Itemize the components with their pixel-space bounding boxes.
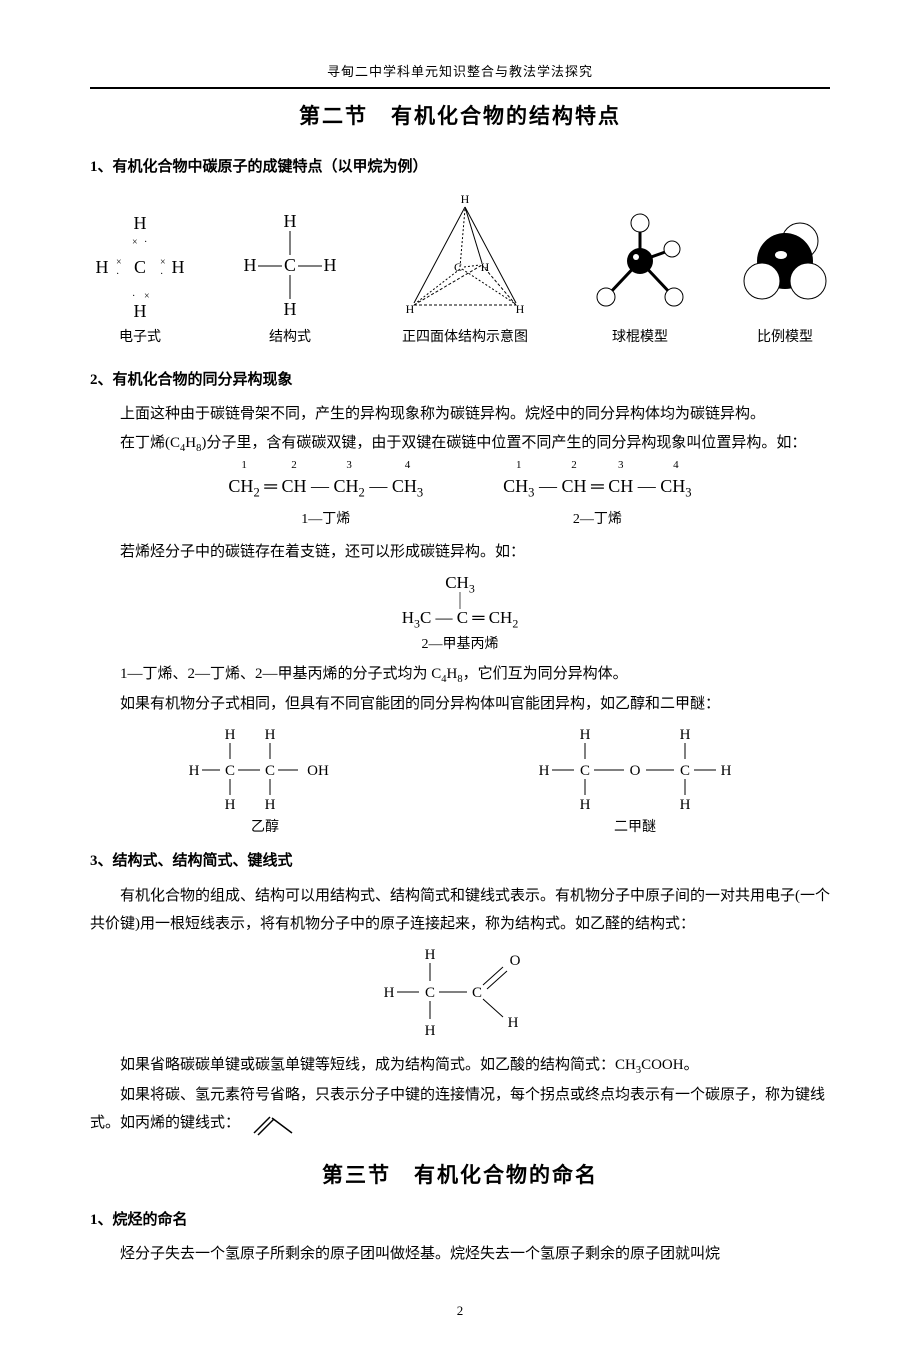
svg-text:O: O bbox=[630, 763, 641, 779]
structural-caption: 结构式 bbox=[240, 325, 340, 352]
section-3-title: 第三节 有机化合物的命名 bbox=[90, 1156, 830, 1196]
svg-text:H: H bbox=[406, 302, 415, 316]
svg-text:H: H bbox=[265, 797, 276, 813]
svg-text:C: C bbox=[134, 257, 146, 277]
page-header: 寻甸二中学科单元知识整合与教法学法探究 bbox=[90, 60, 830, 89]
svg-text:H: H bbox=[96, 257, 109, 277]
svg-text:H: H bbox=[265, 727, 276, 743]
structural-formula: H C H H H 结构式 bbox=[240, 211, 340, 352]
svg-text:C: C bbox=[680, 763, 690, 779]
svg-text:×: × bbox=[132, 237, 138, 248]
svg-text:H: H bbox=[461, 192, 470, 206]
svg-text:·: · bbox=[160, 269, 163, 280]
svg-text:·: · bbox=[132, 291, 135, 302]
svg-text:H: H bbox=[225, 727, 236, 743]
svg-text:H: H bbox=[539, 763, 550, 779]
svg-text:C: C bbox=[265, 763, 275, 779]
svg-text:C: C bbox=[580, 763, 590, 779]
tetra-caption: 正四面体结构示意图 bbox=[390, 325, 540, 352]
ethanol-structure: H H H C C OH H H bbox=[180, 725, 350, 815]
para-chain-isomerism: 上面这种由于碳链骨架不同，产生的异构现象称为碳链异构。烷烃中的同分异构体均为碳链… bbox=[90, 400, 830, 429]
svg-text:H: H bbox=[284, 211, 297, 231]
svg-text:×: × bbox=[160, 257, 166, 268]
svg-text:×: × bbox=[116, 257, 122, 268]
svg-text:H: H bbox=[425, 947, 436, 963]
dme-caption: 二甲醚 bbox=[530, 815, 740, 842]
svg-text:C: C bbox=[225, 763, 235, 779]
butene-isomers: 1CH2 ═ 2CH — 3CH2 — 4CH3 1—丁烯 1CH3 — 2CH… bbox=[90, 469, 830, 534]
heading-alkane-naming: 1、烷烃的命名 bbox=[90, 1206, 830, 1235]
ethanol-dme-row: H H H C C OH H H 乙醇 H H H C O C H bbox=[90, 725, 830, 842]
space-caption: 比例模型 bbox=[740, 325, 830, 352]
svg-text:H: H bbox=[189, 763, 200, 779]
heading-formula-types: 3、结构式、结构简式、键线式 bbox=[90, 847, 830, 876]
ethanol-caption: 乙醇 bbox=[180, 815, 350, 842]
svg-text:H: H bbox=[516, 302, 525, 316]
electron-caption: 电子式 bbox=[90, 325, 190, 352]
svg-text:C: C bbox=[472, 985, 482, 1001]
para-condensed-formula: 如果省略碳碳单键或碳氢单键等短线，成为结构简式。如乙酸的结构简式：CH3COOH… bbox=[90, 1051, 830, 1081]
svg-text:H: H bbox=[580, 727, 591, 743]
ball-stick-model: 球棍模型 bbox=[590, 211, 690, 352]
svg-text:H: H bbox=[680, 797, 691, 813]
svg-text:H: H bbox=[508, 1015, 519, 1031]
para-position-isomerism: 在丁烯(C4H8)分子里，含有碳碳双键，由于双键在碳链中位置不同产生的同分异构现… bbox=[90, 429, 830, 459]
para-branch-isomer: 若烯烃分子中的碳链存在着支链，还可以形成碳链异构。如： bbox=[90, 538, 830, 567]
propene-skeletal bbox=[250, 1111, 296, 1137]
svg-text:H: H bbox=[680, 727, 691, 743]
space-filling-model: 比例模型 bbox=[740, 211, 830, 352]
svg-text:H: H bbox=[244, 255, 257, 275]
tetrahedron-diagram: H H H H C 正四面体结构示意图 bbox=[390, 191, 540, 352]
page-number: 2 bbox=[90, 1299, 830, 1324]
svg-text:C: C bbox=[284, 255, 296, 275]
ball-caption: 球棍模型 bbox=[590, 325, 690, 352]
dme-structure: H H H C O C H H H bbox=[530, 725, 740, 815]
acetaldehyde-structure: H H C C O H H bbox=[90, 945, 830, 1045]
methylpropene-structure: CH3 ｜ H3C — C ═ CH2 2—甲基丙烯 bbox=[90, 572, 830, 654]
svg-text:H: H bbox=[134, 301, 147, 321]
butene2-caption: 2—丁烯 bbox=[503, 507, 691, 534]
svg-text:×: × bbox=[144, 291, 150, 302]
para-c4h8: 1—丁烯、2—丁烯、2—甲基丙烯的分子式均为 C4H8，它们互为同分异构体。 bbox=[90, 660, 830, 690]
svg-text:H: H bbox=[134, 213, 147, 233]
svg-text:H: H bbox=[721, 763, 732, 779]
svg-text:H: H bbox=[384, 985, 395, 1001]
para-skeletal-formula: 如果将碳、氢元素符号省略，只表示分子中键的连接情况，每个拐点或终点均表示有一个碳… bbox=[90, 1081, 830, 1138]
svg-text:·: · bbox=[144, 237, 147, 248]
svg-text:H: H bbox=[284, 299, 297, 319]
svg-text:·: · bbox=[116, 269, 119, 280]
section-2-title: 第二节 有机化合物的结构特点 bbox=[90, 97, 830, 137]
svg-text:H: H bbox=[580, 797, 591, 813]
methane-diagrams-row: H C H H H ×· ·× ×· ×· 电子式 H C H H H 结构式 bbox=[90, 191, 830, 352]
heading-bonding: 1、有机化合物中碳原子的成键特点（以甲烷为例） bbox=[90, 153, 830, 182]
para-functional-isomer: 如果有机物分子式相同，但具有不同官能团的同分异构体叫官能团异构，如乙醇和二甲醚： bbox=[90, 690, 830, 719]
svg-text:OH: OH bbox=[307, 763, 329, 779]
svg-text:H: H bbox=[225, 797, 236, 813]
para-alkyl-group: 烃分子失去一个氢原子所剩余的原子团叫做烃基。烷烃失去一个氢原子剩余的原子团就叫烷 bbox=[90, 1240, 830, 1269]
electron-formula: H C H H H ×· ·× ×· ×· 电子式 bbox=[90, 211, 190, 352]
svg-text:H: H bbox=[425, 1023, 436, 1039]
para-structural-formula: 有机化合物的组成、结构可以用结构式、结构简式和键线式表示。有机物分子中原子间的一… bbox=[90, 882, 830, 939]
svg-text:C: C bbox=[425, 985, 435, 1001]
heading-isomerism: 2、有机化合物的同分异构现象 bbox=[90, 366, 830, 395]
svg-text:H: H bbox=[324, 255, 337, 275]
svg-text:O: O bbox=[510, 953, 521, 969]
methylpropene-caption: 2—甲基丙烯 bbox=[402, 636, 519, 654]
svg-text:H: H bbox=[172, 257, 185, 277]
butene1-caption: 1—丁烯 bbox=[228, 507, 423, 534]
